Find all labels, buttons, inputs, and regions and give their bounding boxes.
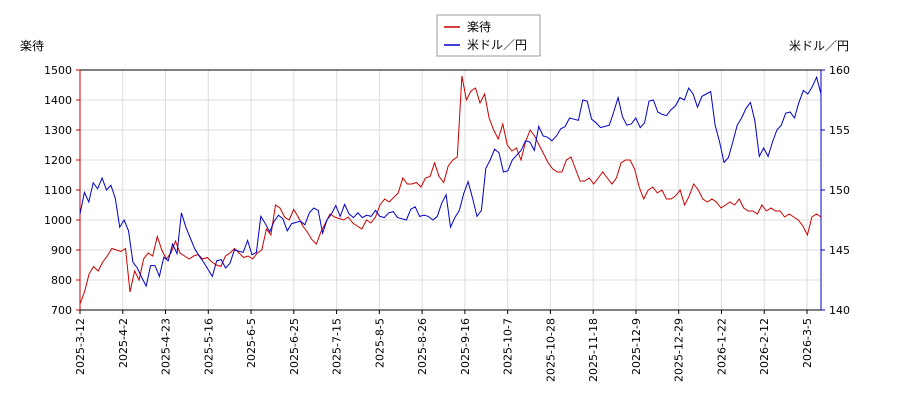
legend-label-usdjpy: 米ドル／円: [467, 38, 527, 52]
x-tick-label: 2025-7-15: [331, 318, 344, 375]
x-tick-label: 2025-12-29: [673, 318, 686, 382]
legend: 楽待 米ドル／円: [436, 14, 541, 57]
legend-label-rakumachi: 楽待: [467, 20, 491, 34]
x-tick-label: 2025-6-25: [288, 318, 301, 375]
legend-box: [436, 14, 541, 57]
x-tick-label: 2025-11-18: [587, 318, 600, 382]
right-tick-label: 155: [829, 124, 850, 137]
left-tick-label: 1100: [44, 184, 72, 197]
series-line-usdjpy: [79, 75, 822, 288]
x-tick-label: 2025-10-28: [544, 318, 557, 382]
right-tick-label: 160: [829, 64, 850, 77]
right-tick-label: 140: [829, 304, 850, 317]
left-tick-label: 1200: [44, 154, 72, 167]
x-tick-label: 2026-2-12: [758, 318, 771, 375]
x-tick-label: 2025-4-2: [117, 318, 130, 368]
x-tick-label: 2026-1-22: [715, 318, 728, 375]
x-tick-label: 2025-8-5: [373, 318, 386, 368]
x-tick-label: 2025-5-16: [202, 318, 215, 375]
x-tick-label: 2025-12-9: [630, 318, 643, 375]
x-tick-label: 2025-4-23: [160, 318, 173, 375]
left-tick-label: 1400: [44, 94, 72, 107]
left-tick-label: 900: [51, 244, 72, 257]
axes: [76, 69, 825, 314]
x-tick-label: 2025-3-12: [74, 318, 87, 375]
series-line-rakumachi: [79, 75, 822, 305]
left-axis-title: 楽待: [20, 39, 44, 53]
left-tick-label: 1500: [44, 64, 72, 77]
tick-labels: 700 800 900 1000 1100 1200 1300 1400 1500 140 145 1…: [44, 64, 850, 382]
right-tick-label: 145: [829, 244, 850, 257]
grid: [79, 69, 821, 311]
left-tick-label: 800: [51, 274, 72, 287]
x-tick-label: 2025-6-5: [245, 318, 258, 368]
left-tick-label: 1300: [44, 124, 72, 137]
series-group: [79, 75, 822, 305]
left-tick-label: 700: [51, 304, 72, 317]
x-tick-label: 2026-3-5: [801, 318, 814, 368]
x-tick-label: 2025-9-16: [459, 318, 472, 375]
right-tick-label: 150: [829, 184, 850, 197]
x-tick-label: 2025-10-7: [502, 318, 515, 375]
left-tick-label: 1000: [44, 214, 72, 227]
x-tick-label: 2025-8-26: [416, 318, 429, 375]
right-axis-title: 米ドル／円: [789, 39, 849, 53]
